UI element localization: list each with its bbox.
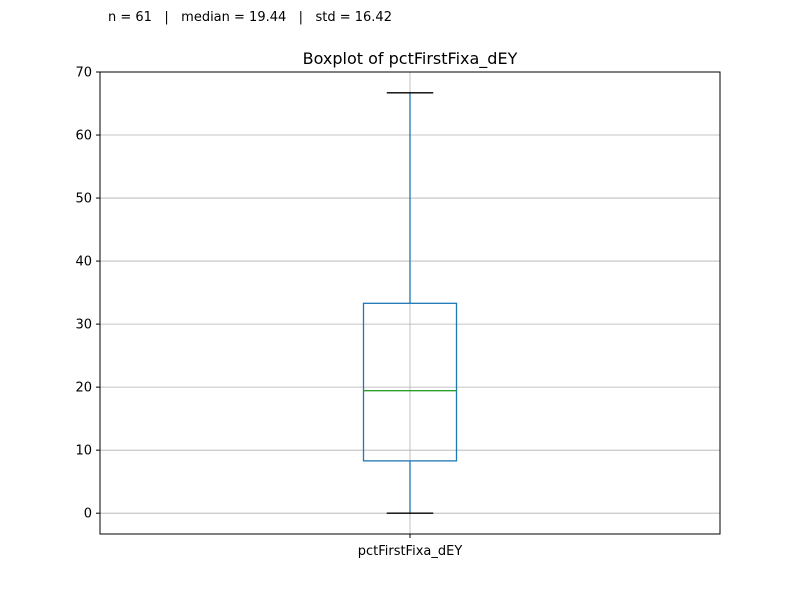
y-tick-label: 60 bbox=[75, 129, 92, 144]
chart-title: Boxplot of pctFirstFixa_dEY bbox=[303, 49, 518, 69]
stat-separator: | bbox=[298, 10, 304, 25]
stat-median: median = 19.44 bbox=[181, 10, 287, 25]
stat-n: n = 61 bbox=[108, 10, 152, 25]
iqr-box bbox=[362, 302, 458, 462]
y-tick-label: 50 bbox=[75, 192, 92, 207]
y-tick-label: 40 bbox=[75, 255, 92, 270]
x-tick-label: pctFirstFixa_dEY bbox=[358, 544, 463, 559]
y-tick-label: 10 bbox=[75, 444, 92, 459]
summary-stats: n = 61 | median = 19.44 | std = 16.42 bbox=[108, 10, 392, 25]
box-layer bbox=[362, 92, 458, 514]
axis-layer: 0 10 20 30 40 50 60 70 pctFirstFixa_dEY bbox=[75, 66, 462, 560]
y-tick-label: 0 bbox=[84, 507, 92, 522]
stat-std: std = 16.42 bbox=[315, 10, 392, 25]
y-tick-label: 20 bbox=[75, 381, 92, 396]
stat-separator: | bbox=[164, 10, 169, 25]
y-tick-label: 70 bbox=[75, 66, 92, 81]
y-tick-label: 30 bbox=[75, 318, 92, 333]
